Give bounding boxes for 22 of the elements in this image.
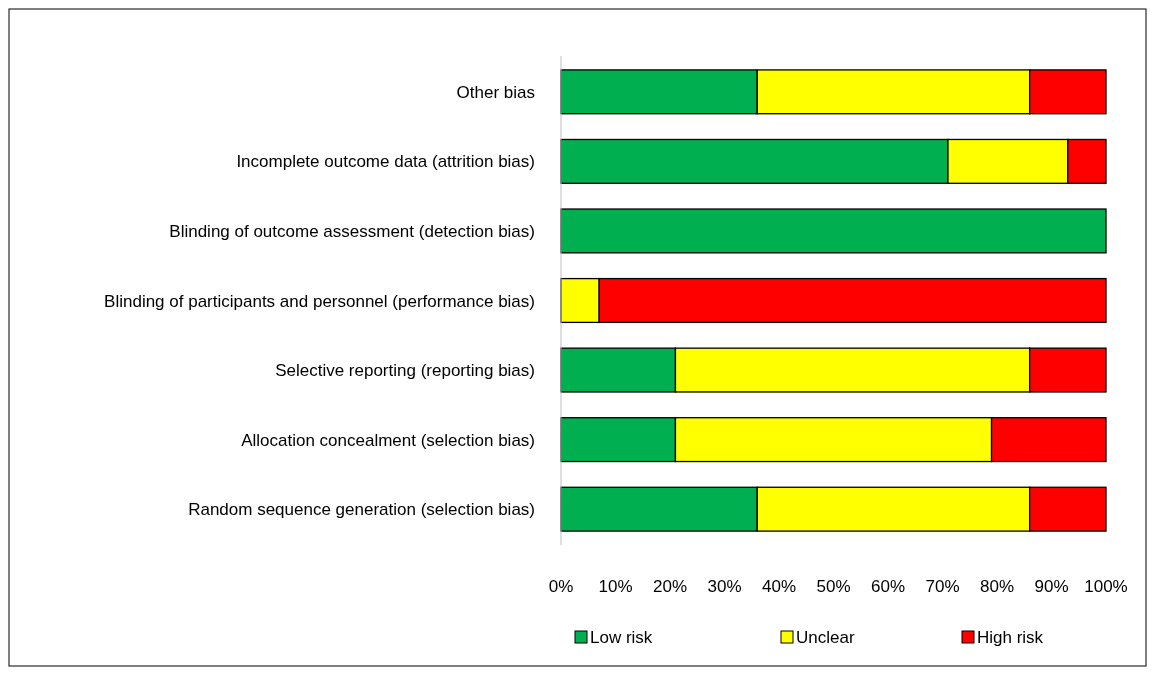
x-tick-label: 40%	[761, 577, 797, 596]
x-tick-label: 70%	[925, 577, 960, 596]
y-tick-label: Other bias	[456, 82, 535, 102]
legend-label: High risk	[977, 628, 1044, 647]
bar	[560, 208, 1107, 254]
x-tick-label: 0%	[548, 577, 574, 596]
y-tick-label: Selective reporting (reporting bias)	[275, 361, 535, 381]
x-tick-label: 80%	[979, 577, 1015, 596]
y-tick-label: Blinding of participants and personnel (performance bias)	[104, 291, 535, 311]
y-tick-label: Blinding of outcome assessment (detection bias)	[169, 221, 535, 241]
y-tick-label: Allocation concealment (selection bias)	[241, 430, 535, 450]
y-tick-label: Random sequence generation (selection bias)	[188, 500, 535, 520]
x-tick-label: 100%	[1084, 577, 1128, 596]
y-tick-label: Incomplete outcome data (attrition bias)	[236, 152, 535, 172]
x-tick-label: 90%	[1034, 577, 1069, 596]
x-tick-label: 50%	[816, 577, 851, 596]
legend-label: Low risk	[590, 628, 653, 647]
x-tick-label: 30%	[707, 577, 742, 596]
x-tick-label: 20%	[652, 577, 688, 596]
x-tick-label: 60%	[870, 577, 906, 596]
legend-label: Unclear	[796, 628, 855, 647]
x-tick-label: 10%	[598, 577, 633, 596]
